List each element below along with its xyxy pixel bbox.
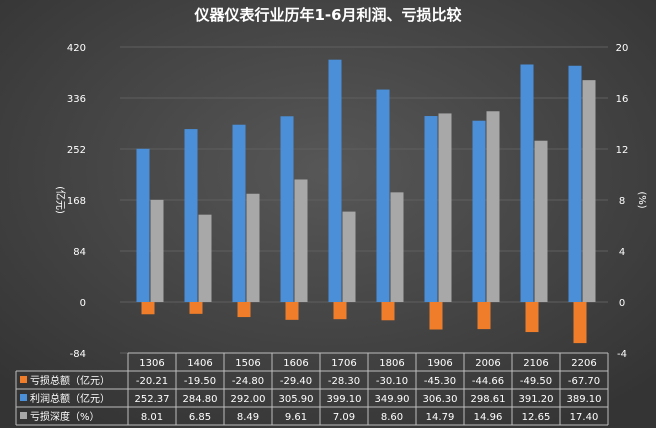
y-axis-right-ticks: 20 16 12 8 4 0 -4: [616, 43, 629, 360]
data-label: -45.30: [424, 376, 456, 387]
bar-profit: [280, 116, 294, 303]
y-axis-left-label: (亿元): [54, 186, 67, 214]
data-label: 389.10: [567, 394, 602, 405]
data-label: -24.80: [232, 376, 264, 387]
legend-label: 亏损深度（%）: [30, 410, 100, 423]
data-label: -44.66: [472, 376, 504, 387]
bar-profit: [376, 89, 390, 302]
bar-profit: [424, 116, 438, 303]
bar-loss: [429, 302, 443, 330]
y-left-tick-label: 168: [67, 196, 86, 207]
data-label: -67.70: [568, 376, 600, 387]
bar-loss: [285, 302, 299, 320]
y-left-tick-label: 0: [80, 298, 86, 309]
bar-depth: [486, 111, 500, 302]
bar-depth: [582, 80, 596, 303]
y-right-tick-label: 12: [616, 145, 629, 156]
legend-label: 利润总额（亿元）: [30, 392, 110, 405]
bar-loss: [525, 302, 539, 333]
category-label: 1406: [187, 358, 212, 369]
y-left-tick-label: 420: [67, 43, 86, 54]
category-label: 1306: [139, 358, 164, 369]
category-label: 2206: [571, 358, 596, 369]
category-label: 2006: [475, 358, 500, 369]
legend-swatch: [20, 412, 27, 419]
category-label: 1506: [235, 358, 260, 369]
bar-profit: [472, 120, 486, 302]
category-label: 1906: [427, 358, 452, 369]
y-right-tick-label: 4: [619, 247, 625, 258]
data-label: 306.30: [423, 394, 458, 405]
data-label: 14.96: [474, 412, 503, 423]
data-label: 6.85: [189, 412, 211, 423]
category-label: 1606: [283, 358, 308, 369]
bar-loss: [237, 302, 251, 318]
bar-profit: [520, 64, 534, 302]
data-label: 284.80: [183, 394, 218, 405]
data-label: -28.30: [328, 376, 360, 387]
data-label: 8.60: [381, 412, 403, 423]
y-axis-left-ticks: 420 336 252 168 84 0 -84: [67, 43, 86, 360]
bar-depth: [246, 193, 260, 302]
bar-depth: [294, 179, 308, 302]
bar-depth: [342, 211, 356, 302]
category-label: 1806: [379, 358, 404, 369]
y-right-tick-label: 20: [616, 43, 629, 54]
bar-loss: [573, 302, 587, 344]
bars: [136, 59, 596, 344]
y-left-tick-label: 336: [67, 94, 86, 105]
data-label: 7.09: [333, 412, 355, 423]
data-table: 1306 1406 1506 1606 1706 1806 1906 2006 2106 2206…: [15, 352, 609, 426]
y-left-tick-label: 84: [73, 247, 86, 258]
y-axis-right-label: (%): [636, 191, 647, 208]
bar-loss: [189, 302, 203, 314]
bar-loss: [141, 302, 155, 315]
legend-swatch: [20, 376, 27, 383]
bar-profit: [232, 124, 246, 302]
bar-depth: [534, 140, 548, 302]
bar-profit: [568, 65, 582, 302]
bar-depth: [150, 199, 164, 302]
data-label: -19.50: [184, 376, 216, 387]
legend-label: 亏损总额（亿元）: [30, 374, 110, 387]
data-label: 349.90: [375, 394, 410, 405]
bar-profit: [136, 148, 150, 302]
y-right-tick-label: 16: [616, 94, 629, 105]
data-label: 391.20: [519, 394, 554, 405]
bar-loss: [381, 302, 395, 321]
data-label: -20.21: [136, 376, 168, 387]
data-label: 9.61: [285, 412, 307, 423]
y-right-tick-label: 8: [619, 196, 625, 207]
data-label: -30.10: [376, 376, 408, 387]
bar-loss: [477, 302, 491, 330]
data-label: 399.10: [327, 394, 362, 405]
data-label: 305.90: [279, 394, 314, 405]
category-label: 2106: [523, 358, 548, 369]
bar-loss: [333, 302, 347, 320]
data-label: 17.40: [570, 412, 599, 423]
legend-swatch: [20, 394, 27, 401]
bar-profit: [184, 129, 198, 302]
bar-depth: [438, 113, 452, 303]
data-label: 14.79: [426, 412, 455, 423]
data-label: -49.50: [520, 376, 552, 387]
data-label: 8.01: [141, 412, 163, 423]
y-right-tick-label: -4: [617, 349, 627, 360]
data-label: 8.49: [237, 412, 259, 423]
data-label: 292.00: [231, 394, 266, 405]
bar-depth: [198, 214, 212, 302]
data-label: 252.37: [135, 394, 170, 405]
bar-depth: [390, 192, 404, 302]
y-left-tick-label: -84: [70, 349, 86, 360]
chart-title: 仪器仪表行业历年1-6月利润、亏损比较: [193, 6, 461, 24]
data-label: 298.61: [471, 394, 506, 405]
y-left-tick-label: 252: [67, 145, 86, 156]
y-right-tick-label: 0: [619, 298, 625, 309]
category-label: 1706: [331, 358, 356, 369]
data-label: -29.40: [280, 376, 312, 387]
data-label: 12.65: [522, 412, 551, 423]
bar-profit: [328, 59, 342, 302]
